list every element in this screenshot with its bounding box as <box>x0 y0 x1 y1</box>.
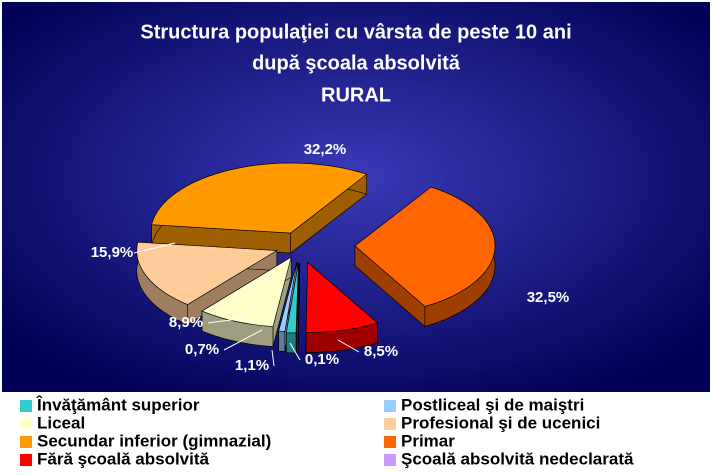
legend-label: Învăţământ superior <box>36 395 200 414</box>
value-label: 0,7% <box>185 341 219 358</box>
legend-swatch <box>384 436 396 448</box>
legend-label: Primar <box>401 431 455 450</box>
value-labels: 1,1% 0,7% 8,9% 15,9% 32,2% 32,5% 8,5% 0,1% <box>91 141 570 374</box>
slice <box>151 162 368 234</box>
legend-label: Postliceal şi de maiştri <box>401 395 584 414</box>
pie <box>136 162 496 354</box>
legend-swatch <box>20 454 32 466</box>
chart-title: Structura populaţiei cu vârsta de peste … <box>140 21 571 43</box>
value-label: 32,5% <box>527 289 570 306</box>
leader-line <box>133 242 176 254</box>
slice <box>278 261 298 332</box>
legend-swatch <box>384 418 396 430</box>
leader-line <box>223 329 263 351</box>
slice-side <box>296 332 299 354</box>
legend-swatch <box>20 436 32 448</box>
legend-swatch <box>384 400 396 412</box>
slice <box>354 186 496 307</box>
slice <box>201 256 292 327</box>
chart-title: după şcoala absolvită <box>252 52 461 74</box>
slice <box>305 261 379 333</box>
legend-swatch <box>20 400 32 412</box>
slice <box>285 262 299 334</box>
value-label: 32,2% <box>304 141 347 158</box>
slice-side <box>278 330 286 352</box>
legend-swatch <box>20 418 32 430</box>
value-label: 8,9% <box>169 314 203 331</box>
legend-label: Şcoală absolvită nedeclarată <box>401 449 634 468</box>
value-label: 1,1% <box>235 357 269 374</box>
leader-line <box>289 342 301 361</box>
slice <box>136 241 278 305</box>
chart-subtitle: RURAL <box>321 84 391 106</box>
legend-label: Liceal <box>37 413 85 432</box>
legend: Învăţământ superior Postliceal şi de maiş… <box>20 395 634 468</box>
value-label: 8,5% <box>364 343 398 360</box>
leader-line <box>271 349 275 367</box>
legend-label: Fără şcoală absolvită <box>37 449 210 468</box>
slice <box>296 262 300 334</box>
value-label: 0,1% <box>305 351 339 368</box>
legend-swatch <box>384 454 396 466</box>
leader-line <box>207 317 246 324</box>
leader-line <box>337 339 360 353</box>
value-label: 15,9% <box>91 244 134 261</box>
legend-label: Secundar inferior (gimnazial) <box>37 431 271 450</box>
legend-label: Profesional şi de ucenici <box>401 413 600 432</box>
